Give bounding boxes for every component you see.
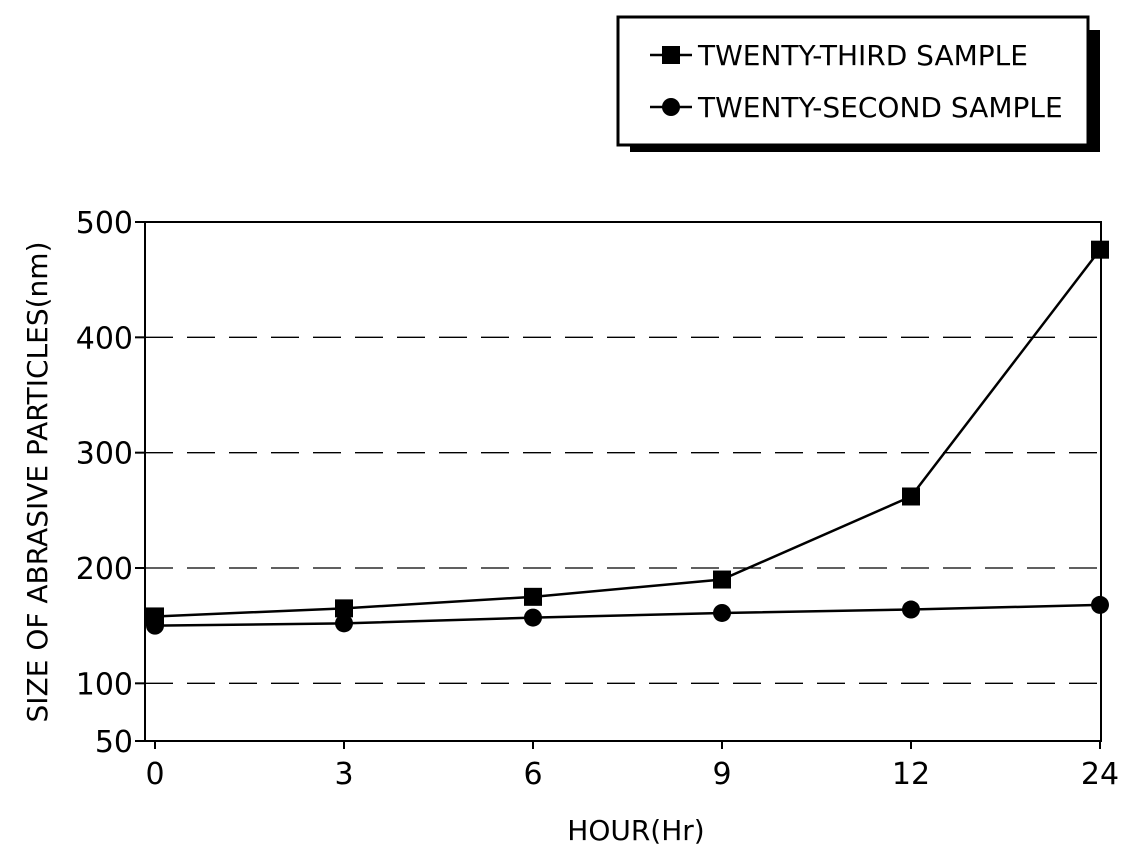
legend-square-marker bbox=[662, 46, 680, 64]
circle-marker bbox=[524, 609, 542, 627]
x-tick-label: 3 bbox=[334, 757, 353, 792]
y-tick-label: 500 bbox=[76, 206, 133, 241]
series-line bbox=[155, 605, 1100, 626]
legend-circle-marker bbox=[662, 98, 680, 116]
legend-entry: TWENTY-THIRD SAMPLE bbox=[650, 39, 1028, 72]
plot-frame bbox=[145, 222, 1101, 741]
square-marker bbox=[902, 487, 920, 505]
circle-marker bbox=[335, 614, 353, 632]
x-axis-title: HOUR(Hr) bbox=[567, 814, 704, 847]
y-tick-label: 400 bbox=[76, 321, 133, 356]
circle-marker bbox=[713, 604, 731, 622]
square-marker bbox=[524, 588, 542, 606]
series-line bbox=[155, 250, 1100, 617]
y-tick-label: 50 bbox=[95, 725, 133, 760]
y-axis-ticks: 50 100 200 300 400 500 bbox=[76, 206, 145, 760]
x-tick-label: 9 bbox=[712, 757, 731, 792]
y-tick-label: 300 bbox=[76, 437, 133, 472]
legend-frame bbox=[618, 17, 1088, 145]
series-layer bbox=[146, 241, 1109, 635]
circle-marker bbox=[902, 601, 920, 619]
circle-marker bbox=[146, 617, 164, 635]
x-tick-label: 24 bbox=[1081, 757, 1119, 792]
x-axis-ticks: 0 3 6 9 12 24 bbox=[145, 741, 1119, 792]
y-axis-title: SIZE OF ABRASIVE PARTICLES(nm) bbox=[21, 242, 54, 723]
square-marker bbox=[713, 571, 731, 589]
y-tick-label: 200 bbox=[76, 552, 133, 587]
x-tick-label: 6 bbox=[523, 757, 542, 792]
legend-label: TWENTY-THIRD SAMPLE bbox=[697, 39, 1028, 72]
legend-entry: TWENTY-SECOND SAMPLE bbox=[650, 91, 1063, 124]
circle-marker bbox=[1091, 596, 1109, 614]
x-tick-label: 0 bbox=[145, 757, 164, 792]
series-2 bbox=[146, 596, 1109, 635]
y-tick-label: 100 bbox=[76, 667, 133, 702]
legend: TWENTY-THIRD SAMPLE TWENTY-SECOND SAMPLE bbox=[618, 17, 1100, 152]
x-tick-label: 12 bbox=[892, 757, 930, 792]
square-marker bbox=[1091, 241, 1109, 259]
legend-label: TWENTY-SECOND SAMPLE bbox=[697, 91, 1063, 124]
grid bbox=[145, 337, 1101, 683]
